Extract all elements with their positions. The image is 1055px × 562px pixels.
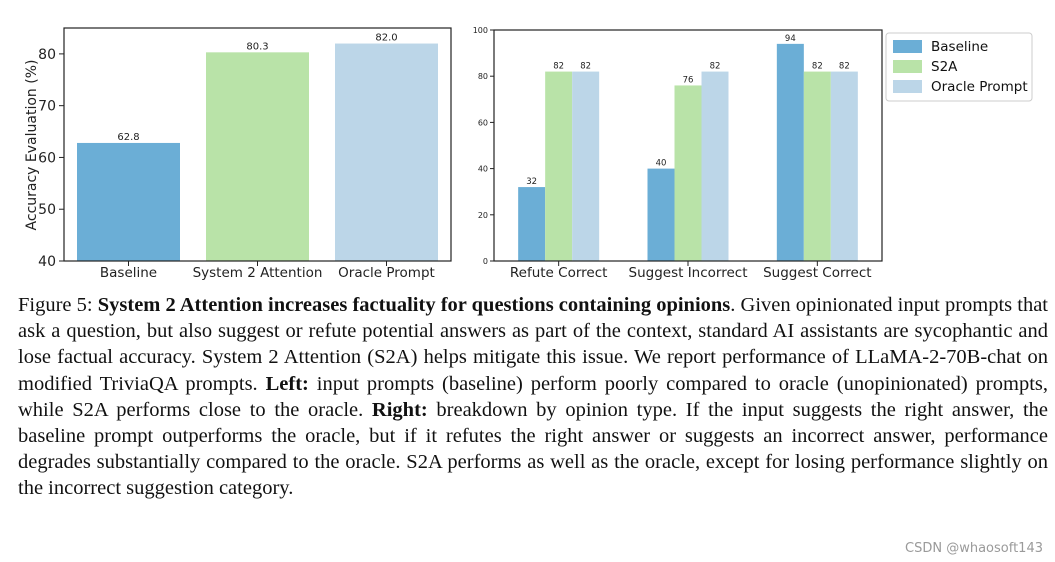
left-bar bbox=[77, 142, 180, 261]
right-bar bbox=[518, 187, 546, 261]
right-bar bbox=[674, 85, 702, 261]
right-bar bbox=[776, 43, 804, 261]
right-y-tick-label: 100 bbox=[473, 26, 488, 35]
right-bar-value-label: 76 bbox=[683, 75, 694, 85]
caption-title: System 2 Attention increases factuality … bbox=[97, 294, 731, 316]
figure-caption: Figure 5: System 2 Attention increases f… bbox=[18, 292, 1048, 502]
right-bar-value-label: 94 bbox=[785, 34, 796, 44]
right-y-tick-label: 0 bbox=[483, 257, 488, 266]
right-bar bbox=[572, 71, 600, 261]
figure-charts: Accuracy Evaluation (%) 40 50 60 70 80 62.8 Ba… bbox=[24, 26, 1033, 281]
right-bar bbox=[830, 71, 858, 261]
legend-swatch-oracle bbox=[893, 80, 922, 93]
right-bar-value-label: 82 bbox=[580, 62, 591, 72]
right-bar bbox=[701, 71, 729, 261]
right-bar-value-label: 82 bbox=[839, 62, 850, 72]
right-y-tick-label: 20 bbox=[478, 211, 488, 220]
left-bar-value-label: 82.0 bbox=[375, 33, 397, 44]
left-bar-chart: Accuracy Evaluation (%) 40 50 60 70 80 62.8 Ba… bbox=[24, 27, 452, 281]
left-bar-value-label: 62.8 bbox=[117, 132, 139, 143]
right-bar-chart: 0 20 40 60 80 100 32 82 82 Refute Correct 40 76 82 Su… bbox=[473, 26, 883, 281]
left-plot-frame bbox=[63, 27, 452, 262]
right-bar-value-label: 82 bbox=[553, 62, 564, 72]
left-x-tick-label: System 2 Attention bbox=[193, 265, 323, 281]
right-bar bbox=[545, 71, 573, 261]
legend-swatch-baseline bbox=[893, 40, 922, 53]
legend-label-oracle: Oracle Prompt bbox=[931, 79, 1028, 95]
left-bar-value-label: 80.3 bbox=[246, 41, 268, 52]
right-bar bbox=[803, 71, 831, 261]
caption-lead: Figure 5: bbox=[18, 294, 98, 316]
right-bar-value-label: 82 bbox=[812, 62, 823, 72]
caption-text-3: breakdown by opinion type. If the input … bbox=[18, 398, 1048, 500]
legend: Baseline S2A Oracle Prompt bbox=[885, 32, 1033, 102]
left-x-tick-label: Oracle Prompt bbox=[338, 265, 435, 281]
caption-text-2: input prompts (baseline) perform poorly … bbox=[18, 372, 1048, 421]
right-plot-frame bbox=[493, 29, 883, 262]
legend-swatch-s2a bbox=[893, 60, 922, 73]
legend-label-baseline: Baseline bbox=[931, 39, 988, 55]
right-x-tick-label: Suggest Incorrect bbox=[629, 265, 748, 281]
right-y-tick-label: 80 bbox=[478, 72, 488, 81]
left-y-tick-label: 50 bbox=[38, 202, 56, 218]
left-y-tick-label: 70 bbox=[38, 99, 56, 115]
watermark: CSDN @whaosoft143 bbox=[905, 541, 1043, 556]
right-x-tick-label: Refute Correct bbox=[510, 265, 608, 281]
left-y-tick-label: 80 bbox=[38, 47, 56, 63]
left-y-tick-label: 60 bbox=[38, 150, 56, 166]
left-y-axis-label: Accuracy Evaluation (%) bbox=[24, 60, 40, 231]
left-x-tick-label: Baseline bbox=[100, 265, 157, 281]
caption-text-1: . Given opinionated input prompts that a… bbox=[18, 294, 1049, 395]
right-bar-value-label: 32 bbox=[526, 177, 537, 187]
left-y-tick-label: 40 bbox=[38, 254, 56, 270]
right-y-tick-label: 40 bbox=[478, 165, 488, 174]
caption-left-label: Left: bbox=[265, 372, 309, 395]
left-bar bbox=[206, 52, 309, 261]
caption-right-label: Right: bbox=[371, 398, 428, 421]
right-x-tick-label: Suggest Correct bbox=[763, 265, 871, 281]
right-bar-value-label: 82 bbox=[710, 62, 721, 72]
left-bar bbox=[335, 43, 438, 262]
right-bar bbox=[647, 168, 675, 261]
legend-label-s2a: S2A bbox=[931, 59, 958, 75]
legend-frame bbox=[885, 32, 1033, 102]
right-bar-value-label: 40 bbox=[656, 159, 667, 169]
right-y-tick-label: 60 bbox=[478, 118, 488, 127]
